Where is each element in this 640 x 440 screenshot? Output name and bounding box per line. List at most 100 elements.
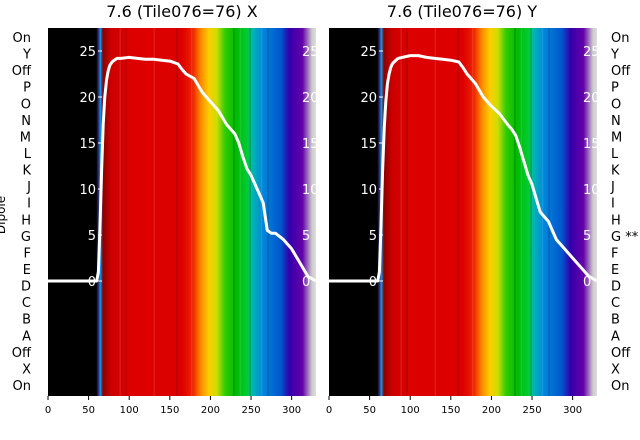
heatmap-band bbox=[125, 28, 127, 396]
x-tick-label: 100 bbox=[401, 405, 420, 416]
dipole-label: N bbox=[611, 114, 621, 129]
heatmap-band bbox=[520, 28, 523, 396]
overlay-line-left bbox=[48, 55, 317, 283]
heatmap-right bbox=[329, 28, 597, 396]
dipole-label: X bbox=[22, 362, 31, 377]
heatmap-band bbox=[267, 28, 269, 396]
dipole-label: I bbox=[27, 197, 31, 212]
dipole-label: E bbox=[23, 263, 31, 278]
heatmap-band bbox=[406, 28, 408, 396]
dipole-label: K bbox=[22, 164, 31, 179]
overlay-tick-label-right: 20 bbox=[302, 91, 319, 106]
x-tick-label: 300 bbox=[282, 405, 301, 416]
heatmap-band bbox=[471, 28, 474, 396]
dipole-label: Y bbox=[22, 48, 31, 63]
dipole-label: M bbox=[20, 130, 31, 145]
heatmap-band bbox=[176, 28, 178, 396]
overlay-tick-label: 10 bbox=[79, 183, 96, 198]
dipole-label: O bbox=[611, 97, 621, 112]
overlay-tick-label: 25 bbox=[79, 45, 96, 60]
dipole-label: Off bbox=[611, 346, 631, 361]
dipole-label: N bbox=[21, 114, 31, 129]
dipole-label: I bbox=[611, 197, 615, 212]
chart-title-left: 7.6 (Tile076=76) X bbox=[106, 2, 257, 21]
chart-title-right: 7.6 (Tile076=76) Y bbox=[387, 2, 537, 21]
heatmap-band bbox=[233, 28, 235, 396]
overlay-tick-label-right: 15 bbox=[302, 137, 319, 152]
x-tick-label: 50 bbox=[82, 405, 95, 416]
dipole-label: L bbox=[24, 147, 32, 162]
heatmap-bands-left bbox=[119, 28, 269, 396]
heatmap-band bbox=[239, 28, 242, 396]
overlay-tick-label-right: 5 bbox=[302, 229, 310, 244]
overlay-tick-label: 25 bbox=[360, 45, 377, 60]
dipole-label: On bbox=[13, 31, 31, 46]
overlay-line-right bbox=[329, 54, 598, 283]
dipole-label: D bbox=[611, 280, 621, 295]
dipole-label: C bbox=[611, 296, 620, 311]
heatmap-band bbox=[400, 28, 402, 396]
dipole-label: H bbox=[21, 213, 31, 228]
dipole-label: K bbox=[611, 164, 620, 179]
dipole-label: G ** bbox=[611, 230, 639, 245]
x-tick-label: 200 bbox=[482, 405, 501, 416]
x-axis-ticks-right: 0 50 100 150 200 250 300 bbox=[326, 396, 582, 416]
dipole-label: P bbox=[23, 81, 31, 96]
heatmap-band bbox=[190, 28, 193, 396]
heatmap-band bbox=[541, 28, 544, 396]
overlay-tick-label-right: 10 bbox=[583, 183, 600, 198]
dipole-label: Off bbox=[12, 64, 32, 79]
x-axis-ticks-left: 0 50 100 150 200 250 300 bbox=[45, 396, 301, 416]
dipole-label: M bbox=[611, 130, 622, 145]
dipole-label: C bbox=[22, 296, 31, 311]
dipole-label: H bbox=[611, 213, 621, 228]
dipole-label: J bbox=[610, 180, 615, 195]
x-tick-label: 150 bbox=[441, 405, 460, 416]
dipole-label: B bbox=[22, 313, 31, 328]
overlay-tick-label-right: 5 bbox=[583, 229, 591, 244]
overlay-tick-label-right: 20 bbox=[583, 91, 600, 106]
overlay-tick-label: 5 bbox=[369, 229, 377, 244]
overlay-tick-label-right: 25 bbox=[583, 45, 600, 60]
heatmap-left bbox=[48, 28, 316, 396]
heatmap-band bbox=[457, 28, 459, 396]
heatmap-band bbox=[514, 28, 516, 396]
heatmap-bands-right bbox=[400, 28, 550, 396]
dipole-label: A bbox=[611, 329, 620, 344]
overlay-tick-label: 15 bbox=[360, 137, 377, 152]
dipole-label: F bbox=[24, 246, 31, 261]
dipole-label: F bbox=[611, 246, 618, 261]
dipole-label: A bbox=[22, 329, 31, 344]
dipole-label: B bbox=[611, 313, 620, 328]
y-axis-label-left: Dipole bbox=[0, 196, 8, 234]
dipole-label: Y bbox=[610, 48, 619, 63]
heatmap-band bbox=[548, 28, 550, 396]
overlay-tick-label: 5 bbox=[88, 229, 96, 244]
dipole-label: G bbox=[21, 230, 31, 245]
heatmap-band bbox=[434, 28, 437, 396]
x-tick-label: 200 bbox=[201, 405, 220, 416]
x-tick-label: 50 bbox=[363, 405, 376, 416]
dipole-label: L bbox=[611, 147, 619, 162]
overlay-tick-label: 10 bbox=[360, 183, 377, 198]
x-tick-label: 300 bbox=[563, 405, 582, 416]
overlay-tick-label: 15 bbox=[79, 137, 96, 152]
overlay-tick-label-right: 10 bbox=[302, 183, 319, 198]
dipole-label: On bbox=[13, 379, 31, 394]
dipole-label: X bbox=[611, 362, 620, 377]
dipole-label: On bbox=[611, 379, 629, 394]
overlay-tick-label-right: 0 bbox=[583, 275, 591, 290]
overlay-tick-label-right: 0 bbox=[302, 275, 310, 290]
heatmap-band bbox=[530, 28, 532, 396]
x-tick-label: 0 bbox=[45, 405, 51, 416]
overlay-tick-label: 20 bbox=[79, 91, 96, 106]
overlay-tick-label-right: 25 bbox=[302, 45, 319, 60]
dipole-label: Off bbox=[611, 64, 631, 79]
dipole-label: P bbox=[611, 81, 619, 96]
dipole-label: J bbox=[26, 180, 31, 195]
